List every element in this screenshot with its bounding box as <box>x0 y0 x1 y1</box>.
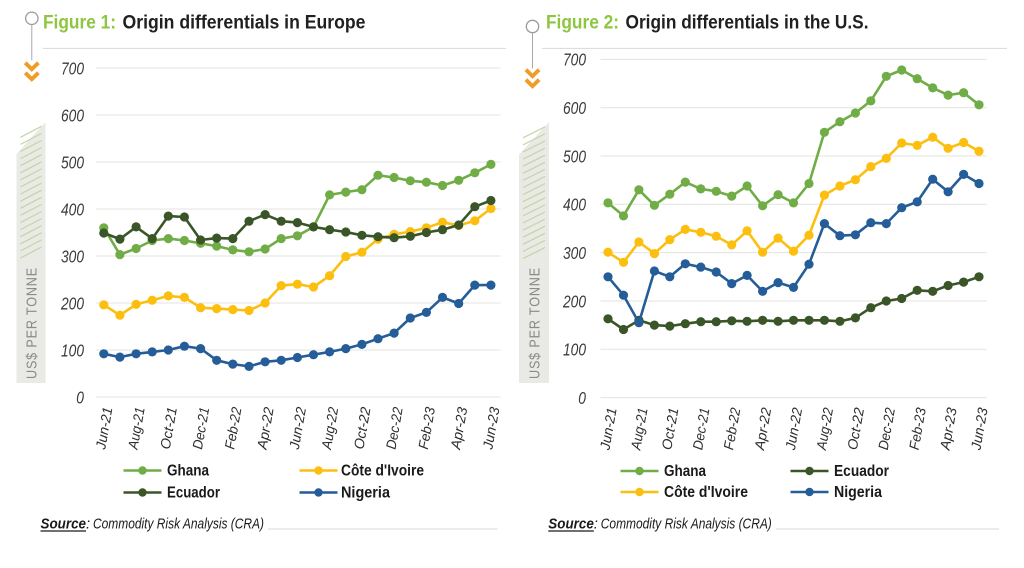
svg-text:Apr-22: Apr-22 <box>253 406 276 452</box>
svg-text:Apr-22: Apr-22 <box>751 406 774 452</box>
svg-text:Oct-22: Oct-22 <box>350 406 373 451</box>
svg-text:700: 700 <box>61 58 84 78</box>
svg-text:Ghana: Ghana <box>664 463 706 480</box>
svg-text:Apr-23: Apr-23 <box>936 406 959 452</box>
svg-text:Aug-21: Aug-21 <box>627 406 650 452</box>
svg-text:Dec-21: Dec-21 <box>189 406 212 451</box>
svg-text:Oct-21: Oct-21 <box>658 406 681 451</box>
svg-text:Dec-22: Dec-22 <box>875 406 898 451</box>
svg-text:400: 400 <box>563 195 586 215</box>
svg-text:Dec-22: Dec-22 <box>383 406 406 451</box>
svg-text:Nigeria: Nigeria <box>834 484 882 501</box>
svg-text:Jun-23: Jun-23 <box>479 406 502 452</box>
svg-text:Feb-22: Feb-22 <box>720 406 743 451</box>
svg-text:Oct-22: Oct-22 <box>844 406 867 451</box>
svg-text:US$ PER TONNE: US$ PER TONNE <box>24 267 41 379</box>
svg-text::: : <box>594 516 598 533</box>
svg-text:Jun-21: Jun-21 <box>596 406 619 452</box>
svg-text:Figure 2:: Figure 2: <box>546 12 619 34</box>
svg-text:0: 0 <box>76 387 84 407</box>
svg-text::: : <box>86 516 90 533</box>
svg-text:Apr-23: Apr-23 <box>447 406 470 452</box>
svg-text:Oct-21: Oct-21 <box>157 406 180 451</box>
svg-text:400: 400 <box>61 199 84 219</box>
svg-text:Ecuador: Ecuador <box>834 463 889 480</box>
svg-text:Nigeria: Nigeria <box>341 485 390 502</box>
svg-text:Dec-21: Dec-21 <box>689 406 712 451</box>
svg-text:Origin differentials in Europe: Origin differentials in Europe <box>123 12 366 34</box>
svg-text:Côte d'Ivoire: Côte d'Ivoire <box>341 463 424 480</box>
svg-text:Origin differentials in the U.: Origin differentials in the U.S. <box>626 12 869 34</box>
svg-text:Aug-22: Aug-22 <box>813 406 836 452</box>
svg-text:Jun-21: Jun-21 <box>92 406 115 452</box>
svg-text:Jun-22: Jun-22 <box>782 406 805 452</box>
svg-text:US$ PER TONNE: US$ PER TONNE <box>527 267 544 379</box>
svg-text:Jun-23: Jun-23 <box>967 406 990 452</box>
svg-text:600: 600 <box>61 105 84 125</box>
svg-text:200: 200 <box>60 293 84 313</box>
svg-text:700: 700 <box>563 50 586 70</box>
svg-text:500: 500 <box>563 146 586 166</box>
svg-text:Aug-22: Aug-22 <box>318 406 341 452</box>
svg-text:Source: Source <box>548 516 594 533</box>
svg-text:Feb-23: Feb-23 <box>415 406 438 451</box>
svg-text:100: 100 <box>61 340 84 360</box>
svg-text:Commodity Risk Analysis (CRA): Commodity Risk Analysis (CRA) <box>601 516 772 533</box>
svg-text:Jun-22: Jun-22 <box>286 406 309 452</box>
svg-text:Source: Source <box>41 516 87 533</box>
svg-text:100: 100 <box>563 340 586 360</box>
svg-text:300: 300 <box>61 246 84 266</box>
svg-text:Côte d'Ivoire: Côte d'Ivoire <box>664 484 748 501</box>
svg-text:500: 500 <box>61 152 84 172</box>
svg-text:Ecuador: Ecuador <box>167 485 220 502</box>
svg-text:Feb-22: Feb-22 <box>221 406 244 451</box>
svg-text:300: 300 <box>563 243 586 263</box>
svg-text:600: 600 <box>563 98 586 118</box>
svg-text:Ghana: Ghana <box>167 463 209 480</box>
svg-text:Commodity Risk Analysis (CRA): Commodity Risk Analysis (CRA) <box>93 516 264 533</box>
svg-text:200: 200 <box>562 291 586 311</box>
svg-text:Aug-21: Aug-21 <box>124 406 147 452</box>
svg-text:Feb-23: Feb-23 <box>906 406 929 451</box>
svg-text:Figure 1:: Figure 1: <box>43 12 116 34</box>
svg-text:0: 0 <box>578 388 586 408</box>
